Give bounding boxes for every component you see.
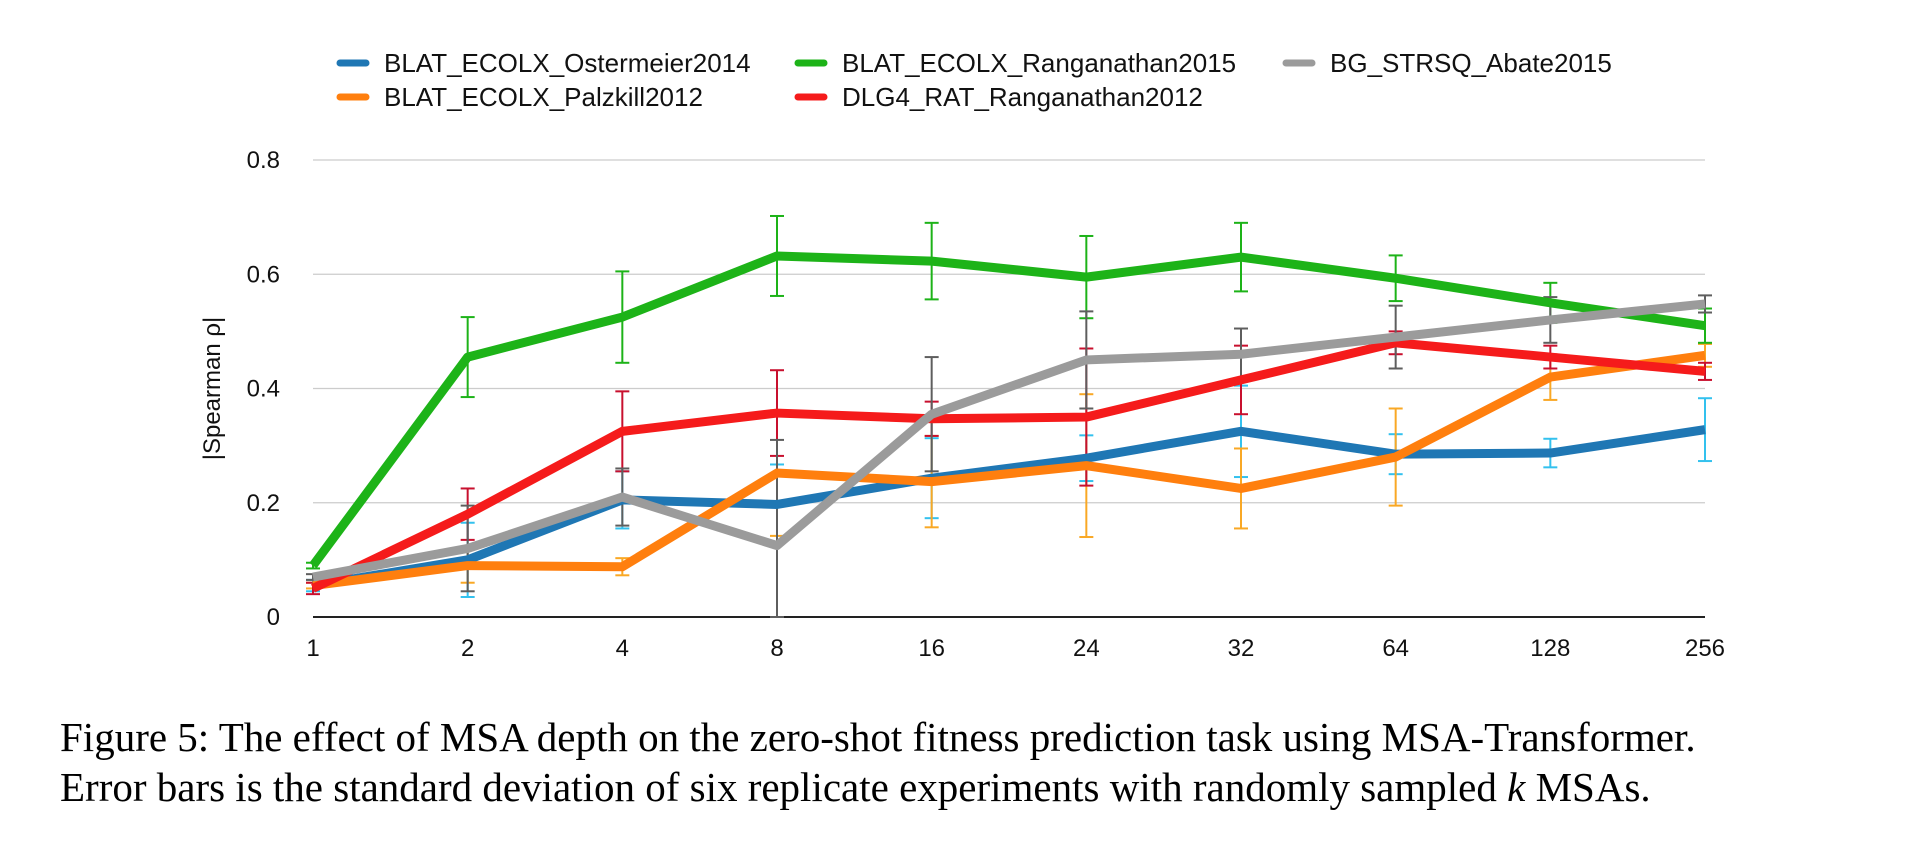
series-line-BG_STRSQ_Abate2015 (312, 299, 1706, 582)
x-tick-label-64: 64 (1382, 635, 1409, 662)
y-tick-label-0.4: 0.4 (247, 376, 280, 403)
y-tick-label-0.8: 0.8 (247, 147, 280, 174)
line-chart: BLAT_ECOLX_Ostermeier2014 BLAT_ECOLX_Palz… (199, 48, 1725, 662)
legend: BLAT_ECOLX_Ostermeier2014 BLAT_ECOLX_Palz… (336, 48, 1612, 112)
error-bar-4-8 (770, 438, 784, 618)
caption-line-2-text: Error bars is the standard deviation of … (60, 764, 1508, 810)
series-line-BLAT_ECOLX_Palzkill2012 (312, 350, 1706, 591)
x-tick-label-128: 128 (1530, 635, 1570, 662)
series-line-DLG4_RAT_Ranganathan2012 (311, 338, 1706, 593)
legend-label-BLAT_ECOLX_Ostermeier2014: BLAT_ECOLX_Ostermeier2014 (384, 48, 751, 78)
x-tick-label-8: 8 (770, 635, 783, 662)
x-tick-labels: 1 2 4 8 16 24 32 64 128 256 (306, 635, 1725, 662)
grid-lines (313, 159, 1705, 618)
caption-line-2: Error bars is the standard deviation of … (60, 762, 1880, 812)
caption-line-1: Figure 5: The effect of MSA depth on the… (60, 714, 1696, 760)
series-line-BLAT_ECOLX_Ostermeier2014 (312, 425, 1706, 591)
legend-label-BLAT_ECOLX_Ranganathan2015: BLAT_ECOLX_Ranganathan2015 (842, 48, 1236, 78)
x-tick-label-32: 32 (1228, 635, 1255, 662)
y-axis-label: |Spearman ρ| (199, 317, 226, 461)
y-tick-label-0: 0 (267, 604, 280, 631)
figure-caption: Figure 5: The effect of MSA depth on the… (60, 712, 1880, 812)
x-tick-label-1: 1 (306, 635, 319, 662)
caption-line-2-end: MSAs. (1525, 764, 1651, 810)
caption-variable-k: k (1507, 764, 1526, 810)
legend-label-BG_STRSQ_Abate2015: BG_STRSQ_Abate2015 (1330, 48, 1612, 78)
series-line-BLAT_ECOLX_Ranganathan2015 (309, 251, 1706, 569)
y-tick-label-0.6: 0.6 (247, 261, 280, 288)
y-tick-labels: 0 0.2 0.4 0.6 0.8 (247, 147, 280, 631)
x-tick-label-24: 24 (1073, 635, 1100, 662)
x-tick-label-2: 2 (461, 635, 474, 662)
x-tick-label-16: 16 (918, 635, 945, 662)
x-tick-label-256: 256 (1685, 635, 1725, 662)
legend-label-DLG4_RAT_Ranganathan2012: DLG4_RAT_Ranganathan2012 (842, 82, 1203, 112)
series-lines (309, 251, 1706, 593)
y-tick-label-0.2: 0.2 (247, 490, 280, 517)
legend-label-BLAT_ECOLX_Palzkill2012: BLAT_ECOLX_Palzkill2012 (384, 82, 703, 112)
x-tick-label-4: 4 (616, 635, 629, 662)
